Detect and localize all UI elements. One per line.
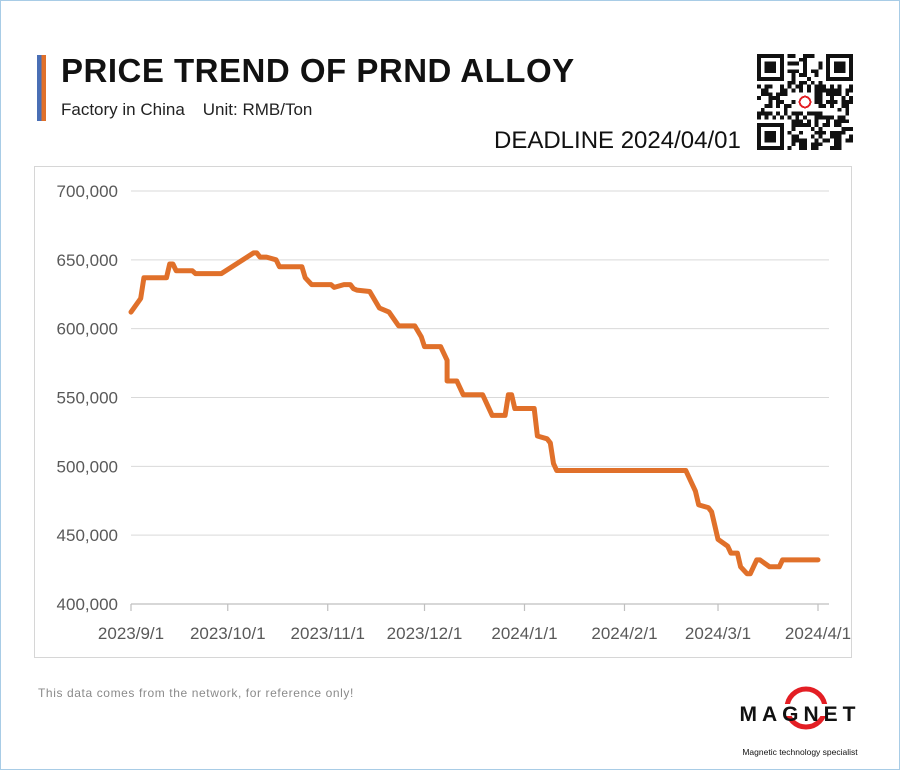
y-tick-label: 700,000 xyxy=(57,182,118,201)
x-tick-label: 2024/2/1 xyxy=(591,624,657,643)
svg-text:Magnetic technology specialist: Magnetic technology specialist xyxy=(742,747,858,757)
y-tick-label: 400,000 xyxy=(57,595,118,614)
price-series-line xyxy=(128,250,821,577)
x-tick-label: 2024/3/1 xyxy=(685,624,751,643)
qr-code-icon xyxy=(757,54,853,150)
footnote: This data comes from the network, for re… xyxy=(38,686,354,700)
x-tick-label: 2023/10/1 xyxy=(190,624,266,643)
svg-text:MAGNET: MAGNET xyxy=(740,703,861,726)
y-tick-label: 600,000 xyxy=(57,320,118,339)
x-tick-label: 2024/4/1 xyxy=(785,624,851,643)
y-tick-label: 500,000 xyxy=(57,457,118,476)
y-tick-label: 450,000 xyxy=(57,526,118,545)
deadline-label: DEADLINE 2024/04/01 xyxy=(494,127,741,154)
x-tick-label: 2023/11/1 xyxy=(291,624,365,643)
x-tick-label: 2023/12/1 xyxy=(387,624,463,643)
unit-label: Unit: RMB/Ton xyxy=(202,100,313,119)
y-tick-label: 550,000 xyxy=(57,389,118,408)
x-tick-label: 2023/9/1 xyxy=(98,624,164,643)
magnet-logo: MAGNET Magnetic technology specialist xyxy=(740,686,861,757)
chart-title: PRICE TREND OF PRND ALLOY xyxy=(61,52,575,89)
factory-label: Factory in China xyxy=(61,100,185,119)
x-tick-label: 2024/1/1 xyxy=(491,624,557,643)
title-accent-bar xyxy=(37,55,46,121)
chart-area xyxy=(34,166,852,658)
y-tick-label: 650,000 xyxy=(57,251,118,270)
chart-subtitle: Factory in China Unit: RMB/Ton xyxy=(61,100,312,120)
